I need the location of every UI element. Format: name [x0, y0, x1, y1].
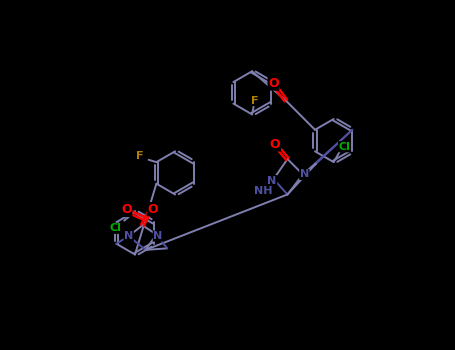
Text: NH: NH — [253, 187, 272, 196]
Text: Cl: Cl — [109, 223, 121, 233]
Text: O: O — [270, 138, 280, 151]
Text: O: O — [147, 203, 158, 216]
Text: N: N — [300, 169, 309, 180]
Text: F: F — [251, 96, 259, 105]
Text: F: F — [136, 151, 143, 161]
Text: O: O — [268, 77, 279, 90]
Text: O: O — [121, 203, 132, 216]
Text: N: N — [124, 231, 133, 241]
Text: Cl: Cl — [339, 142, 350, 152]
Text: N: N — [153, 231, 162, 241]
Text: N: N — [268, 176, 277, 186]
